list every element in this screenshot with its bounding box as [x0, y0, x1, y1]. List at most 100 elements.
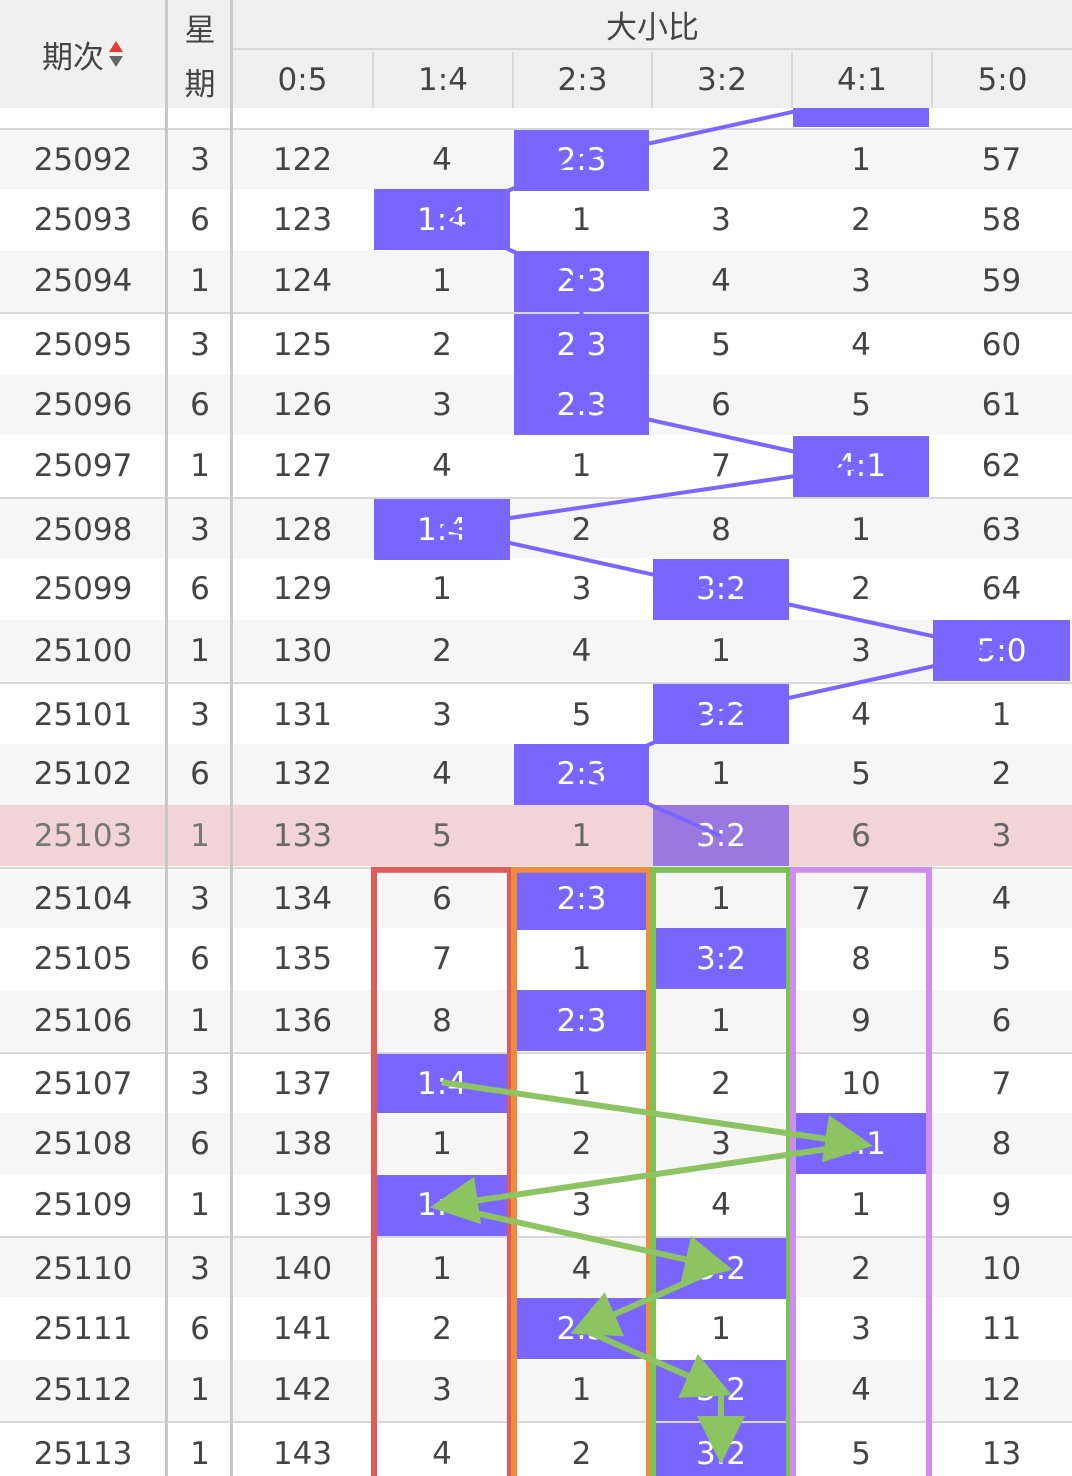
table-row: 25099 6 129 1 3 3:2 2 64	[0, 558, 1072, 620]
week-header-bottom: 期	[184, 66, 216, 103]
miss-count-cell: 2	[851, 571, 871, 608]
miss-count-cell: 2	[711, 142, 731, 179]
miss-count-cell: 122	[272, 142, 333, 179]
table-row: 25094 1 124 1 2:3 4 3 59	[0, 250, 1072, 312]
table-row: 25111 6 141 2 2:3 1 3 11	[0, 1298, 1072, 1359]
miss-count-cell: 124	[272, 263, 333, 300]
miss-count-cell: 129	[272, 571, 333, 608]
week-cell: 1	[190, 1002, 210, 1039]
column-header-5-0: 5:0	[931, 52, 1072, 108]
hit-cell: 3:2	[653, 1238, 789, 1300]
miss-count-cell: 126	[272, 386, 333, 423]
miss-count-cell: 1	[711, 632, 731, 669]
miss-count-cell: 128	[272, 511, 333, 548]
miss-count-cell: 3	[711, 201, 731, 238]
period-cell: 25108	[33, 1125, 133, 1162]
week-cell: 3	[190, 881, 210, 918]
table-row: 25102 6 132 4 2:3 1 5 2	[0, 743, 1072, 805]
miss-count-cell: 1	[851, 1187, 871, 1224]
hit-cell: 1:4	[374, 189, 510, 251]
miss-count-cell: 143	[272, 1435, 333, 1472]
week-cell: 3	[190, 1250, 210, 1287]
miss-count-cell: 142	[272, 1372, 333, 1409]
miss-count-cell: 1	[851, 142, 871, 179]
sort-icon[interactable]	[108, 39, 124, 69]
period-cell: 25104	[33, 881, 133, 918]
miss-count-cell: 4	[851, 696, 871, 733]
miss-count-cell: 2	[432, 632, 452, 669]
hit-cell: 3:2	[653, 558, 789, 620]
miss-count-cell: 5	[851, 1435, 871, 1472]
week-cell: 3	[190, 696, 210, 733]
miss-count-cell: 1	[432, 571, 452, 608]
miss-count-cell: 62	[981, 448, 1022, 485]
miss-count-cell: 1	[711, 1002, 731, 1039]
miss-count-cell: 8	[711, 511, 731, 548]
miss-count-cell: 61	[981, 386, 1022, 423]
miss-count-cell: 4	[711, 1187, 731, 1224]
miss-count-cell: 4	[432, 756, 452, 793]
week-cell: 6	[190, 386, 210, 423]
miss-count-cell: 1	[711, 881, 731, 918]
table-row: 25107 3 137 1:4 1 2 10 7	[0, 1051, 1072, 1115]
column-header-3-2: 3:2	[651, 52, 791, 108]
miss-count-cell: 6	[851, 817, 871, 854]
period-cell: 25100	[33, 632, 133, 669]
miss-count-cell: 6	[432, 881, 452, 918]
hit-cell: 4:1	[793, 435, 929, 497]
miss-count-cell: 1	[571, 1372, 592, 1409]
miss-count-cell: 3	[432, 386, 452, 423]
miss-count-cell: 3	[571, 1187, 592, 1224]
miss-count-cell: 11	[981, 1310, 1022, 1347]
miss-count-cell: 137	[272, 1066, 333, 1103]
period-cell: 25093	[33, 201, 133, 238]
hit-cell: 2:3	[514, 314, 649, 376]
ratio-group-header: 大小比	[233, 0, 1072, 50]
miss-count-cell: 2	[571, 1125, 592, 1162]
miss-count-cell: 3	[851, 1310, 871, 1347]
miss-count-cell: 125	[272, 326, 333, 363]
miss-count-cell: 13	[981, 1435, 1022, 1472]
table-row: 25103 1 133 5 1 3:2 6 3	[0, 805, 1072, 867]
table-row: 25092 3 122 4 2:3 2 1 57	[0, 127, 1072, 191]
period-cell: 25095	[33, 326, 133, 363]
miss-count-cell: 7	[432, 940, 452, 977]
hit-cell: 1:4	[374, 1174, 510, 1236]
miss-count-cell: 7	[851, 881, 871, 918]
miss-count-cell: 8	[991, 1125, 1012, 1162]
hit-cell: 5:0	[933, 620, 1070, 682]
week-cell: 3	[190, 142, 210, 179]
hit-cell: 2:3	[514, 990, 649, 1051]
miss-count-cell: 133	[272, 817, 333, 854]
miss-count-cell: 1	[571, 448, 592, 485]
miss-count-cell: 6	[991, 1002, 1012, 1039]
period-cell: 25094	[33, 263, 133, 300]
period-cell: 25092	[33, 142, 133, 179]
period-header[interactable]: 期次	[0, 0, 166, 108]
period-cell: 25105	[33, 940, 133, 977]
hit-cell: 1:4	[374, 499, 510, 561]
week-cell: 6	[190, 201, 210, 238]
miss-count-cell: 10	[981, 1250, 1022, 1287]
table-row: 25112 1 142 3 1 3:2 4 12	[0, 1359, 1072, 1421]
table-row: 25098 3 128 1:4 2 8 1 63	[0, 497, 1072, 561]
miss-count-cell: 4	[991, 881, 1012, 918]
miss-count-cell: 60	[981, 326, 1022, 363]
miss-count-cell: 135	[272, 940, 333, 977]
period-cell: 25098	[33, 511, 133, 548]
miss-count-cell: 9	[991, 1187, 1012, 1224]
week-cell: 1	[190, 817, 210, 854]
period-cell: 25107	[33, 1066, 133, 1103]
miss-count-cell: 5	[991, 940, 1012, 977]
hit-cell: 3:2	[653, 1423, 789, 1476]
miss-count-cell: 4	[432, 448, 452, 485]
period-cell: 25099	[33, 571, 133, 608]
divider-week	[230, 0, 233, 1476]
miss-count-cell: 1	[571, 940, 592, 977]
miss-count-cell: 59	[981, 263, 1022, 300]
miss-count-cell: 10	[841, 1066, 881, 1103]
hit-cell: 2:3	[514, 129, 649, 191]
miss-count-cell: 1	[571, 817, 592, 854]
miss-count-cell: 5	[851, 386, 871, 423]
table-row: 25109 1 139 1:4 3 4 1 9	[0, 1174, 1072, 1236]
